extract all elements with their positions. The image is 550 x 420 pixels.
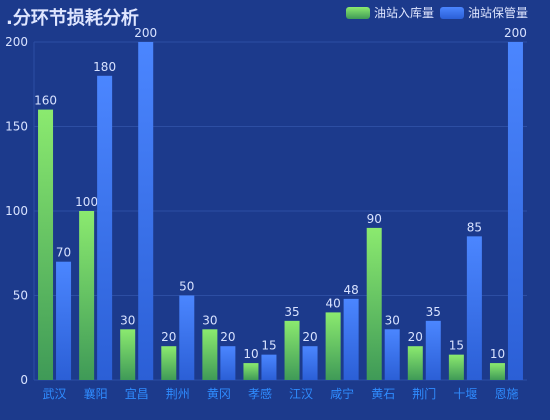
- legend-swatch-series2: [439, 6, 464, 19]
- data-label-series1: 30: [120, 313, 135, 327]
- x-tick-label: 荆州: [166, 387, 190, 401]
- bar-series2: [425, 320, 441, 380]
- legend-swatch-series1: [345, 6, 370, 19]
- x-tick-label: 武汉: [43, 387, 67, 401]
- y-tick-label: 50: [13, 289, 28, 303]
- bar-series1: [284, 320, 300, 380]
- bar-series1: [489, 363, 505, 380]
- bar-series2: [466, 236, 482, 380]
- data-label-series2: 180: [93, 60, 116, 74]
- data-label-series1: 15: [449, 339, 464, 353]
- x-tick-label: 十堰: [453, 387, 477, 401]
- bar-series1: [407, 346, 423, 380]
- data-label-series2: 85: [467, 220, 482, 234]
- bar-series2: [302, 346, 318, 380]
- data-label-series2: 70: [56, 246, 71, 260]
- bar-series2: [220, 346, 236, 380]
- data-label-series2: 15: [261, 339, 276, 353]
- data-label-series2: 20: [220, 330, 235, 344]
- y-tick-label: 200: [5, 35, 28, 49]
- y-tick-label: 100: [5, 204, 28, 218]
- chart-title: .分环节损耗分析: [6, 8, 139, 29]
- bar-series1: [120, 329, 136, 380]
- y-tick-label: 0: [20, 373, 28, 387]
- data-label-series2: 35: [426, 305, 441, 319]
- bar-series2: [138, 42, 154, 380]
- data-label-series1: 35: [284, 305, 299, 319]
- x-tick-label: 宜昌: [125, 386, 149, 401]
- bar-series2: [179, 295, 195, 380]
- data-label-series2: 20: [302, 330, 317, 344]
- bar-series1: [79, 211, 95, 380]
- legend: 油站入库量 油站保管量: [345, 4, 528, 21]
- bar-series1: [448, 354, 464, 380]
- bar-series1: [38, 109, 54, 380]
- bar-series1: [325, 312, 341, 380]
- x-tick-label: 黄石: [371, 387, 395, 401]
- data-label-series2: 200: [504, 26, 527, 40]
- bar-series2: [56, 261, 72, 380]
- data-label-series1: 10: [490, 347, 505, 361]
- legend-label-series2: 油站保管量: [467, 6, 528, 20]
- legend-label-series1: 油站入库量: [373, 6, 434, 20]
- y-tick-label: 150: [5, 120, 28, 134]
- x-tick-label: 恩施: [494, 387, 518, 401]
- x-tick-label: 襄阳: [84, 386, 108, 401]
- data-label-series1: 30: [202, 313, 217, 327]
- data-label-series1: 100: [75, 195, 98, 209]
- bar-series1: [366, 227, 382, 380]
- bar-series2: [343, 298, 359, 380]
- data-label-series2: 50: [179, 280, 194, 294]
- bar-series2: [261, 354, 277, 380]
- x-tick-label: 咸宁: [330, 386, 354, 401]
- data-label-series2: 30: [385, 313, 400, 327]
- data-label-series1: 160: [34, 94, 57, 108]
- bar-series1: [202, 329, 218, 380]
- x-tick-label: 黄冈: [207, 387, 231, 401]
- data-label-series1: 20: [161, 330, 176, 344]
- bar-series2: [97, 75, 113, 381]
- data-label-series1: 20: [408, 330, 423, 344]
- data-label-series1: 90: [367, 212, 382, 226]
- x-tick-label: 荆门: [412, 386, 436, 401]
- legend-item-series2[interactable]: 油站保管量: [439, 4, 528, 21]
- data-label-series2: 200: [134, 26, 157, 40]
- data-label-series1: 10: [243, 347, 258, 361]
- x-tick-label: 孝感: [248, 386, 272, 401]
- bar-series1: [243, 363, 259, 380]
- legend-item-series1[interactable]: 油站入库量: [345, 4, 434, 21]
- bar-series2: [384, 329, 400, 380]
- bar-series1: [161, 346, 177, 380]
- x-tick-label: 江汉: [289, 387, 313, 401]
- data-label-series1: 40: [325, 296, 340, 310]
- bar-series2: [507, 42, 523, 380]
- data-label-series2: 48: [343, 283, 358, 297]
